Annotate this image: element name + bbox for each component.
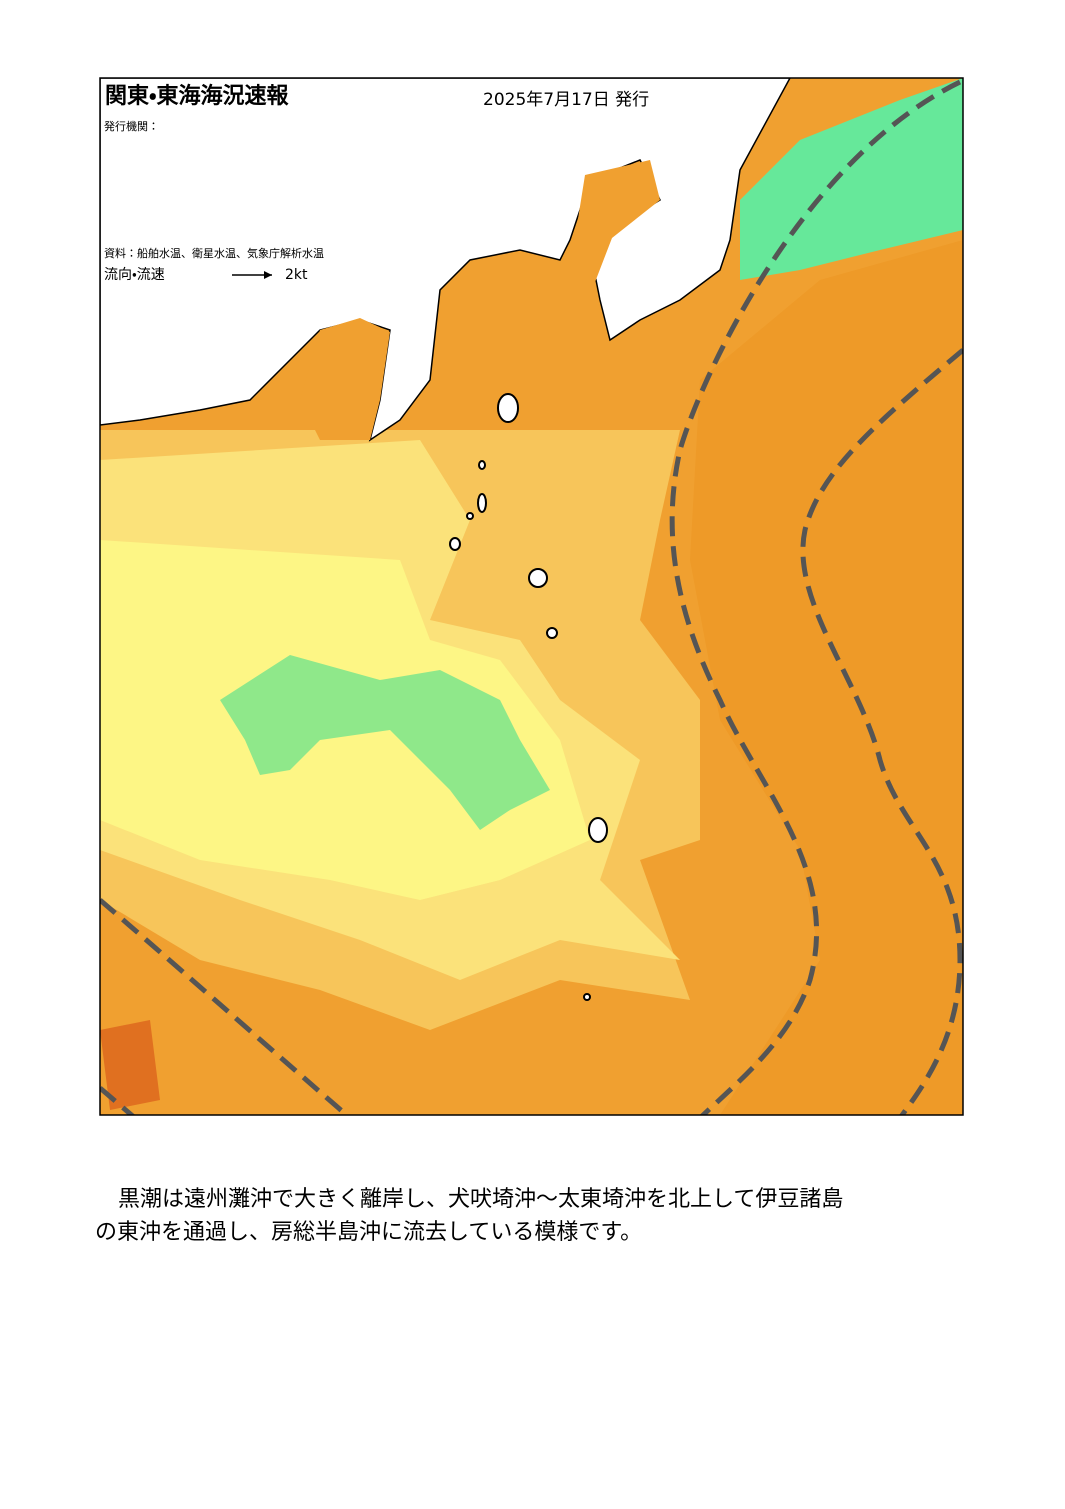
islands — [449, 393, 608, 1001]
legend-scale: 2kt — [285, 267, 308, 283]
tokyo-bay — [568, 160, 660, 290]
title: 関東・東海海況速報 — [105, 83, 289, 109]
suruga-bay — [300, 318, 390, 440]
issuer-label: 発行機関： — [104, 119, 159, 133]
hot-patch — [100, 1020, 160, 1110]
summary-line: 黒潮は遠州灘沖で大きく離岸し、犬吠埼沖～太東埼沖を北上して伊豆諸島 — [118, 1187, 843, 1212]
legend-arrowhead — [264, 271, 272, 279]
cold-patch — [220, 655, 550, 830]
legend-label: 流向・流速 — [104, 267, 165, 283]
issue-date: 2025年7月17日 発行 — [483, 90, 649, 110]
kuroshio-axis — [100, 79, 963, 1115]
map — [100, 78, 963, 1115]
kuroshio-zone — [690, 240, 963, 1115]
source: 資料：船舶水温、衛星水温、気象庁解析水温 — [104, 246, 324, 260]
summary-line: の東沖を通過し、房総半島沖に流去している模様です。 — [95, 1220, 642, 1245]
map-frame — [99, 77, 964, 1116]
